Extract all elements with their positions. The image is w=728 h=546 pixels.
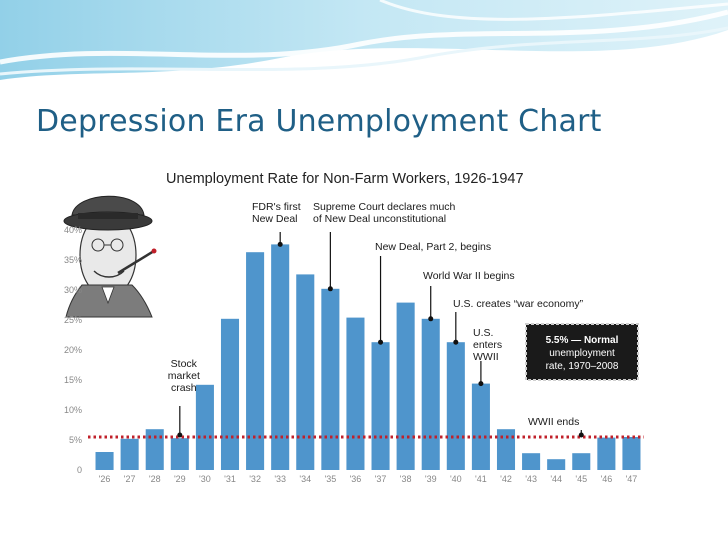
x-tick-label: '37 xyxy=(375,474,387,484)
annotation-marker-dot xyxy=(378,339,384,345)
x-tick-label: '42 xyxy=(500,474,512,484)
annotation-text: WWII ends xyxy=(528,416,579,428)
x-tick-label: '41 xyxy=(475,474,487,484)
y-tick-label: 35% xyxy=(64,255,82,265)
annotation-text: market xyxy=(168,370,200,382)
y-tick-label: 5% xyxy=(69,435,82,445)
slide-header-wave xyxy=(0,0,728,80)
bar xyxy=(471,383,490,470)
annotation-marker-dot xyxy=(578,432,584,438)
annotation-marker-dot xyxy=(428,316,434,322)
x-tick-label: '46 xyxy=(600,474,612,484)
bar xyxy=(496,429,516,470)
annotation-war-economy: U.S. creates “war economy” xyxy=(453,298,584,345)
normal-rate-callout-box: 5.5% — Normal unemployment rate, 1970–20… xyxy=(525,323,639,381)
annotation-marker-dot xyxy=(478,381,484,387)
annotation-text: Stock xyxy=(171,358,198,370)
y-tick-label: 0 xyxy=(77,465,82,475)
bar xyxy=(622,437,641,470)
bar xyxy=(597,437,616,470)
bar xyxy=(346,317,365,470)
x-tick-label: '45 xyxy=(575,474,587,484)
unemployment-chart: Unemployment Rate for Non-Farm Workers, … xyxy=(48,152,648,492)
x-tick-label: '34 xyxy=(299,474,311,484)
annotation-new-deal-part-2: New Deal, Part 2, begins xyxy=(375,241,491,345)
y-tick-label: 20% xyxy=(64,345,82,355)
x-tick-label: '28 xyxy=(149,474,161,484)
annotation-marker-dot xyxy=(277,241,283,247)
callout-line-2: unemployment xyxy=(549,348,615,359)
annotation-text: enters xyxy=(473,339,502,351)
callout-line-1: 5.5% — Normal xyxy=(546,335,619,346)
annotation-wwii-begins: World War II begins xyxy=(423,270,515,322)
callout-line-3: rate, 1970–2008 xyxy=(546,361,619,372)
x-tick-label: '40 xyxy=(450,474,462,484)
annotation-text: crash xyxy=(171,382,197,394)
annotation-text: U.S. creates “war economy” xyxy=(453,298,584,310)
bar xyxy=(446,342,465,470)
y-axis: 0 5% 10% 15% 20% 25% 30% 35% 40% xyxy=(64,225,82,475)
annotation-text: New Deal, Part 2, begins xyxy=(375,241,491,253)
y-tick-label: 10% xyxy=(64,405,82,415)
annotation-marker-dot xyxy=(327,286,333,292)
bar xyxy=(120,438,139,470)
y-tick-label: 40% xyxy=(64,225,82,235)
x-tick-label: '26 xyxy=(99,474,111,484)
bar xyxy=(572,453,591,470)
annotation-text: Supreme Court declares much xyxy=(313,201,456,213)
bar xyxy=(170,438,189,470)
y-tick-label: 15% xyxy=(64,375,82,385)
bar xyxy=(321,288,340,470)
bar xyxy=(547,459,566,470)
x-axis: '26 '27 '28 '29 '30 '31 '32 '33 '34 '35 '36 '37 '38 '… xyxy=(99,474,638,484)
x-tick-label: '30 xyxy=(199,474,211,484)
bar xyxy=(95,452,114,470)
x-tick-label: '35 xyxy=(324,474,336,484)
x-tick-label: '33 xyxy=(274,474,286,484)
x-tick-label: '39 xyxy=(425,474,437,484)
x-tick-label: '44 xyxy=(550,474,562,484)
annotation-text: WWII xyxy=(473,351,499,363)
slide-title: Depression Era Unemployment Chart xyxy=(36,104,602,139)
x-tick-label: '31 xyxy=(224,474,236,484)
bar xyxy=(522,453,541,470)
bar xyxy=(195,384,214,470)
annotation-text: U.S. xyxy=(473,327,493,339)
x-tick-label: '27 xyxy=(124,474,136,484)
y-tick-label: 25% xyxy=(64,315,82,325)
bar xyxy=(220,318,240,470)
x-tick-label: '47 xyxy=(626,474,638,484)
x-tick-label: '43 xyxy=(525,474,537,484)
annotation-wwii-ends: WWII ends xyxy=(528,416,584,438)
bar xyxy=(421,318,440,470)
annotation-marker-dot xyxy=(177,432,183,438)
chart-title: Unemployment Rate for Non-Farm Workers, … xyxy=(166,171,524,187)
bar xyxy=(396,302,415,470)
y-tick-label: 30% xyxy=(64,285,82,295)
bar xyxy=(246,252,265,470)
annotation-text: World War II begins xyxy=(423,270,515,282)
x-tick-label: '36 xyxy=(350,474,362,484)
annotation-text: of New Deal unconstitutional xyxy=(313,213,446,225)
bar xyxy=(371,342,390,470)
x-tick-label: '32 xyxy=(249,474,261,484)
annotation-text: New Deal xyxy=(252,213,298,225)
bar xyxy=(296,274,315,470)
x-tick-label: '29 xyxy=(174,474,186,484)
x-tick-label: '38 xyxy=(400,474,412,484)
bar xyxy=(145,429,164,470)
annotation-text: FDR's first xyxy=(252,201,301,213)
annotation-marker-dot xyxy=(453,339,459,345)
fdr-portrait-illustration xyxy=(63,195,157,318)
bar xyxy=(271,244,290,470)
